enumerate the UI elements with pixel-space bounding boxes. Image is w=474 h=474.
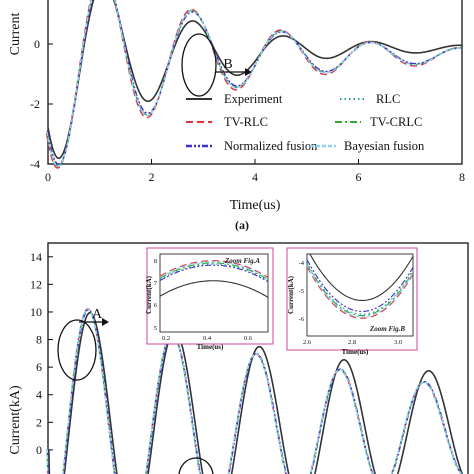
inset-b-ytick: -6 [299, 316, 305, 323]
panel-b-curves [46, 308, 464, 474]
inset-a-series-tv-rlc [159, 260, 269, 278]
panel-a-series-bayesian-fusion [46, 0, 461, 167]
inset-b-xlabel: Time(us) [342, 348, 369, 356]
panel-b-ytick-label: 12 [30, 277, 42, 291]
panel-b-annotation-letter: A [92, 307, 103, 322]
panel-b-ytick-label: 6 [36, 360, 42, 374]
inset-a-series-normalized-fusion [159, 264, 269, 283]
inset-a-ylabel: Current(kA) [145, 275, 153, 314]
inset-a-series-bayesian-fusion [159, 261, 269, 279]
panel-a-annotation-letter: B [223, 57, 232, 72]
panel-a-zoom-ellipse [181, 33, 217, 97]
panel-b-ytick-label: 0 [36, 443, 42, 457]
inset-b-title: Zoom Fig.B [369, 325, 405, 333]
panel-b-ytick-label: 8 [36, 333, 42, 347]
inset-a-ytick: 6 [154, 302, 158, 309]
legend-label-bayesian-fusion: Bayesian fusion [344, 139, 425, 153]
panel-b-ytick-label: 2 [36, 415, 42, 429]
inset-a-ytick: 5 [154, 325, 157, 332]
inset-b-xtick: 3.0 [394, 339, 402, 346]
inset-a-ytick: 7 [154, 280, 158, 287]
panel-a-xtick-label: 4 [252, 170, 258, 184]
inset-a-xtick: 0.2 [162, 335, 170, 342]
inset-b-series-bayesian-fusion [306, 264, 414, 318]
inset-b-series-rlc [306, 262, 414, 315]
inset-b-series-tv-crlc [306, 263, 414, 317]
panel-a-ytick-label: -4 [30, 157, 40, 171]
inset-a-plot [159, 253, 269, 333]
inset-a-frame [146, 247, 274, 345]
panel-b-ytick-label: -2 [32, 470, 42, 474]
panel-a-xlabel: Time(us) [230, 198, 281, 213]
inset-a-series-tv-crlc [159, 262, 269, 280]
inset-b-series-tv-rlc [306, 266, 414, 319]
legend-label-tv-rlc: TV-RLC [224, 115, 268, 129]
inset-b-ytick: -4 [299, 260, 305, 267]
panel-b-ylabel: Current(kA) [8, 385, 23, 455]
panel-a-legend: Experiment RLC TV-RLC TV-CRLC Normalized… [186, 92, 425, 153]
panel-b-frame [47, 242, 469, 474]
panel-b-zoom-ellipse-b [178, 457, 214, 474]
legend-label-experiment: Experiment [224, 92, 283, 106]
panel-b-ytick-label: 14 [30, 250, 42, 264]
panel-b-ytick-label: 4 [36, 388, 42, 402]
inset-b-plot [306, 253, 414, 337]
panel-a: 0 -2 -4 0 2 4 6 8 Current Time(us) (a) B… [8, 0, 465, 232]
inset-a-series-experiment [159, 280, 269, 298]
inset-a-xtick: 0.6 [244, 335, 253, 342]
panel-b-series-experiment [48, 311, 464, 474]
legend-label-rlc: RLC [376, 92, 400, 106]
panel-a-annotation-arrowhead [245, 68, 252, 76]
panel-a-xtick-label: 6 [356, 170, 362, 184]
inset-a-curves [159, 260, 269, 298]
inset-zoom-a: Zoom Fig.A 8 7 6 5 0.2 0.4 0.6 Time(us) … [145, 247, 274, 351]
inset-a-xtick: 0.4 [203, 335, 212, 342]
panel-b-zoom-ellipse-a [57, 319, 97, 381]
panel-b-series-bayesian-fusion [46, 308, 463, 474]
panel-a-curves [45, 0, 463, 169]
panel-a-panel-label: (a) [235, 218, 249, 232]
panel-a-xtick-label: 8 [459, 170, 465, 184]
panel-b-yticks: 14 12 10 8 6 4 2 0 -2 [30, 250, 53, 474]
panel-a-ytick-label: 0 [34, 37, 40, 51]
panel-a-xtick-label: 2 [149, 170, 155, 184]
inset-b-xtick: 2.6 [303, 339, 312, 346]
inset-a-title: Zoom Fig.A [224, 257, 260, 265]
panel-a-ylabel: Current [8, 13, 23, 56]
inset-b-xtick: 2.8 [348, 339, 356, 346]
inset-zoom-b: Zoom Fig.B -4 -5 -6 2.6 2.8 3.0 Time(us)… [286, 247, 418, 356]
inset-b-curves [306, 253, 414, 319]
inset-a-xlabel: Time(us) [197, 343, 224, 351]
panel-a-ticks [47, 43, 463, 165]
inset-b-series-experiment [309, 253, 414, 302]
panel-b: 14 12 10 8 6 4 2 0 -2 Current(kA) A Zoom Fig.A 8… [8, 242, 469, 474]
inset-b-ytick: -5 [299, 288, 304, 295]
legend-label-tv-crlc: TV-CRLC [370, 115, 422, 129]
inset-b-series-normalized-fusion [306, 259, 414, 312]
panel-b-annotation-arrowhead [102, 318, 109, 326]
panel-a-series-experiment [47, 0, 463, 160]
inset-a-ytick: 8 [154, 258, 157, 265]
inset-b-ylabel: Current(kA) [287, 275, 295, 314]
panel-a-xtick-label: 0 [45, 170, 51, 184]
legend-label-normalized-fusion: Normalized fusion [224, 139, 318, 153]
panel-a-ytick-label: -2 [30, 97, 40, 111]
panel-b-ytick-label: 10 [30, 305, 42, 319]
